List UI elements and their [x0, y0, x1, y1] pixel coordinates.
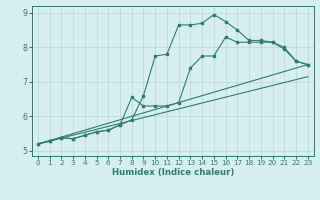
X-axis label: Humidex (Indice chaleur): Humidex (Indice chaleur)	[112, 168, 234, 177]
